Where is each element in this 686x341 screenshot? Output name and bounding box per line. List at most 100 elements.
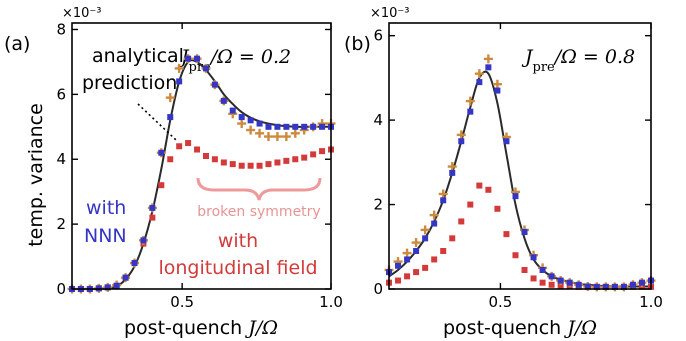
nnn-point: [593, 283, 600, 290]
nnn-point: [458, 138, 465, 145]
plus-point: [174, 63, 184, 73]
nnn-point: [566, 279, 573, 286]
longitudinal-point: [503, 231, 510, 238]
nnn-point: [530, 254, 537, 261]
y-tick-label: 8: [56, 20, 66, 38]
x-tick-label: 0.5: [170, 293, 194, 311]
nnn-point: [512, 193, 519, 200]
nnn-point: [256, 120, 263, 127]
longitudinal-point: [521, 267, 528, 273]
nnn-point: [467, 108, 474, 115]
plus-point: [438, 189, 448, 199]
nnn-annotation-line2: NNN: [84, 225, 127, 247]
plus-point: [402, 248, 412, 258]
panel-b-label: (b): [344, 33, 371, 55]
nnn-point: [422, 235, 429, 242]
longitudinal-point: [167, 156, 174, 163]
plus-point: [483, 54, 493, 64]
longitudinal-point: [301, 154, 308, 161]
nnn-point: [176, 78, 183, 85]
longitudinal-point: [319, 148, 326, 155]
theory-annotation-line2: prediction: [82, 72, 177, 94]
panel-a-frame: [71, 22, 332, 290]
theory-line-a: [72, 59, 331, 291]
longitudinal-point: [512, 252, 519, 259]
panel-b-x-axis-label: post-quench J/Ω: [443, 317, 597, 339]
nnn-point: [167, 114, 174, 121]
nnn-point: [301, 123, 308, 130]
plus-point: [411, 238, 421, 248]
plus-point: [290, 128, 300, 138]
nnn-point: [575, 281, 582, 288]
nnn-point: [449, 169, 456, 176]
longitudinal-point: [476, 182, 483, 189]
theory-pointer: [137, 103, 177, 141]
longitudinal-point: [176, 143, 183, 150]
nnn-point: [247, 117, 254, 124]
x-tick-label: 1.0: [319, 293, 343, 311]
panel-a-exponent: ×10⁻³: [62, 6, 102, 21]
nnn-point: [611, 283, 618, 290]
plus-point: [492, 79, 502, 89]
nnn-point: [113, 282, 120, 289]
y-tick-label: 2: [373, 196, 383, 214]
nnn-point: [602, 283, 609, 290]
nnn-point: [476, 79, 483, 86]
longitudinal-point: [194, 146, 201, 153]
longitudinal-annotation-line2: longitudinal field: [158, 257, 317, 279]
longitudinal-point: [458, 218, 465, 225]
nnn-point: [629, 281, 636, 288]
longitudinal-point: [149, 214, 156, 221]
panel-a-label: (a): [4, 33, 30, 55]
x-tick-label: 1.0: [639, 293, 663, 311]
longitudinal-point: [431, 256, 438, 263]
nnn-point: [413, 248, 420, 254]
plus-point: [456, 130, 466, 140]
longitudinal-point: [422, 264, 429, 271]
panel-b-frame: [388, 22, 652, 290]
nnn-point: [548, 273, 555, 280]
plus-point: [272, 132, 282, 142]
longitudinal-point: [413, 269, 420, 276]
plus-point: [474, 69, 484, 79]
nnn-point: [638, 279, 645, 286]
nnn-point: [485, 64, 492, 71]
y-tick-label: 6: [56, 85, 66, 103]
plus-point: [281, 132, 291, 142]
y-tick-label: 4: [373, 111, 383, 129]
nnn-point: [292, 123, 299, 130]
nnn-point: [202, 65, 209, 72]
plus-point: [255, 128, 265, 138]
broken-symmetry-label: broken symmetry: [197, 204, 320, 220]
longitudinal-point: [202, 153, 209, 159]
longitudinal-point: [310, 151, 317, 158]
longitudinal-point: [247, 162, 254, 169]
nnn-point: [149, 204, 156, 211]
panel-a-x-axis-label: post-quench J/Ω: [124, 317, 278, 339]
nnn-point: [404, 256, 411, 263]
nnn-point: [220, 97, 227, 104]
longitudinal-point: [395, 277, 402, 284]
nnn-point: [104, 284, 111, 291]
y-tick-label: 6: [373, 27, 383, 45]
nnn-point: [185, 55, 192, 62]
longitudinal-annotation-line1: with: [218, 230, 258, 252]
nnn-point: [440, 197, 447, 204]
panel-b-exponent: ×10⁻³: [370, 6, 410, 21]
nnn-point: [557, 277, 564, 284]
longitudinal-point: [494, 205, 501, 212]
nnn-point: [211, 81, 218, 88]
longitudinal-point: [211, 156, 218, 163]
longitudinal-point: [557, 282, 564, 289]
nnn-point: [229, 107, 236, 114]
nnn-point: [503, 138, 510, 145]
longitudinal-point: [539, 279, 546, 286]
y-tick-label: 4: [56, 150, 66, 168]
y-tick-label: 0: [373, 280, 383, 298]
longitudinal-point: [229, 161, 236, 168]
plus-point: [165, 93, 175, 103]
panel-b: (b) ×10⁻³ Jpre/Ω = 0.8 0 2 4 6 0.5 1.0 post-q…: [344, 6, 663, 339]
nnn-point: [131, 260, 138, 267]
nnn-point: [539, 267, 546, 273]
